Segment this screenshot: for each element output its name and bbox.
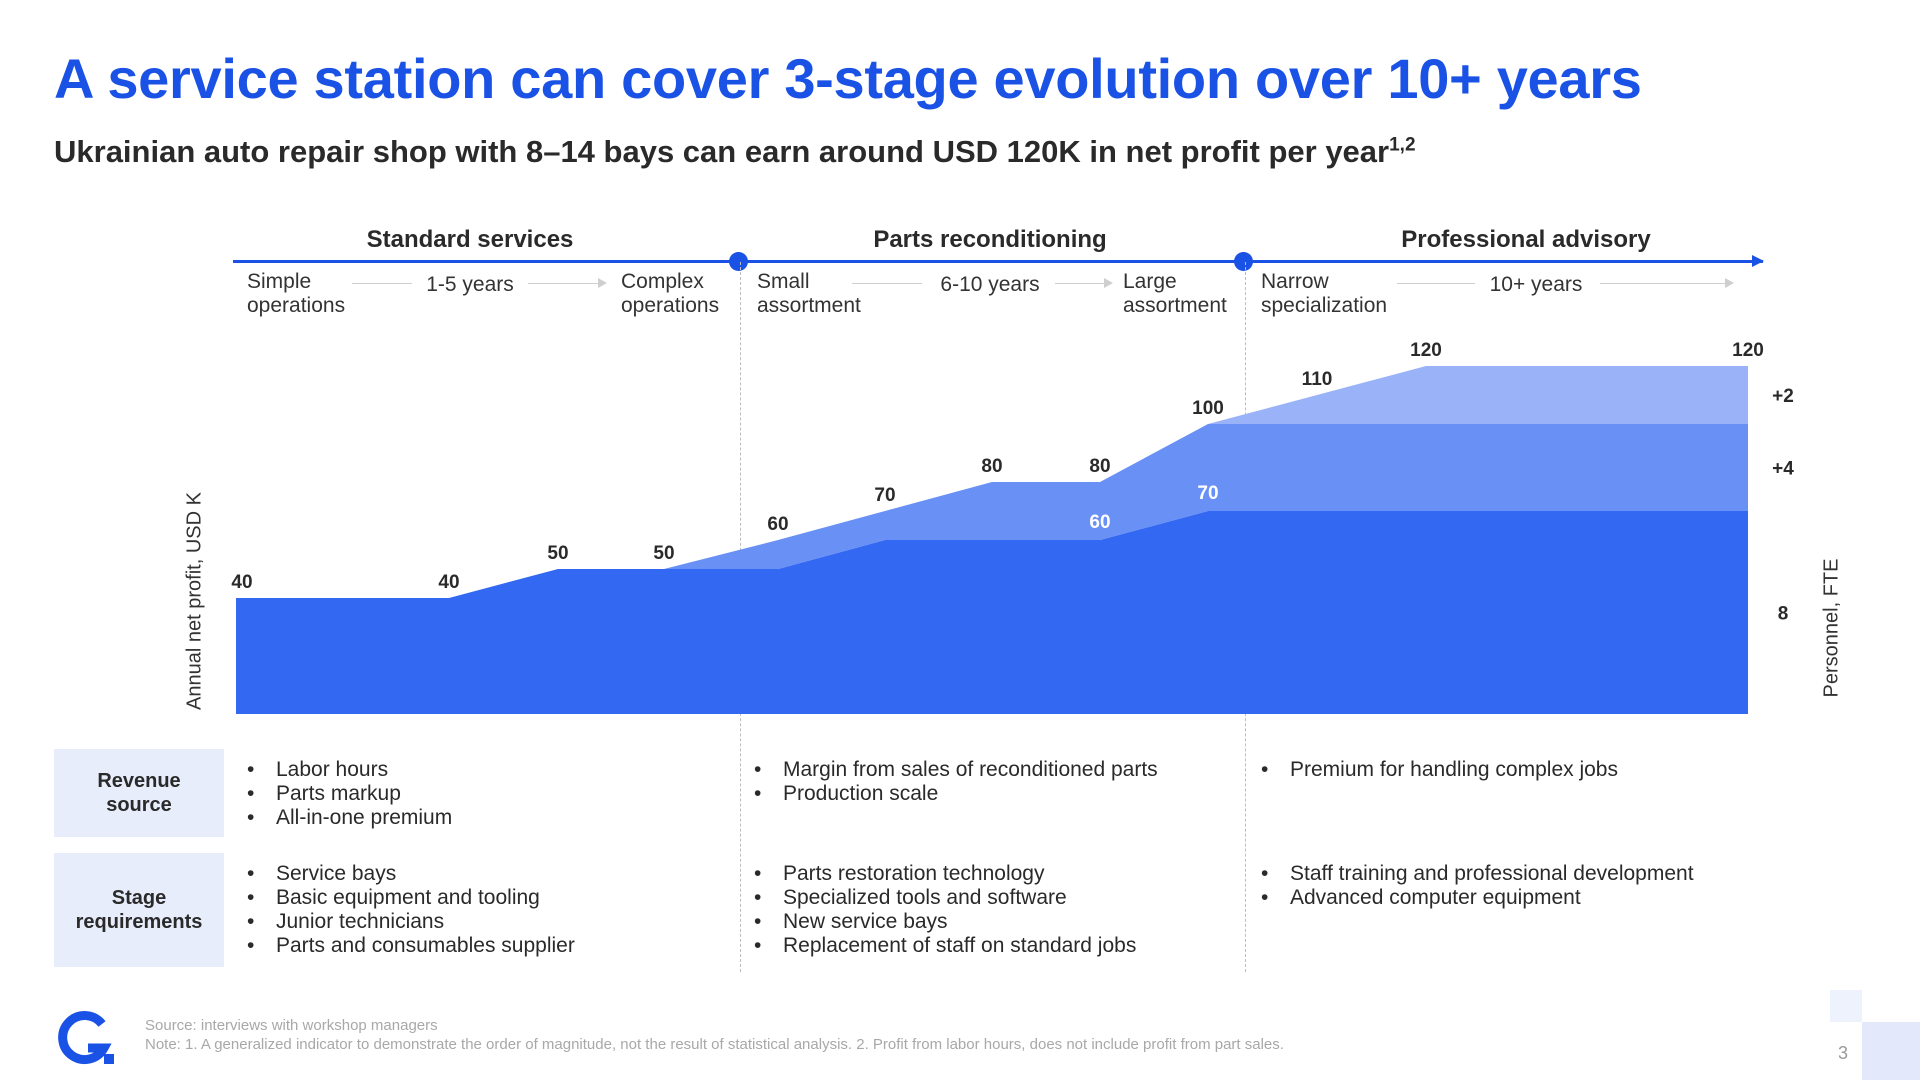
subtitle-footnote-ref: 1,2 <box>1389 134 1416 156</box>
list-item: Labor hours <box>247 758 452 782</box>
footer-notes: Source: interviews with workshop manager… <box>145 1016 1284 1054</box>
source-text: Source: interviews with workshop manager… <box>145 1017 438 1034</box>
stage2-arrow-icon <box>1104 278 1113 288</box>
list-item: Advanced computer equipment <box>1261 886 1694 910</box>
list-item: New service bays <box>754 910 1136 934</box>
data-label: 40 <box>438 572 459 593</box>
data-label: 120 <box>1410 340 1442 361</box>
revenue-list-stage2: Margin from sales of reconditioned parts… <box>754 758 1158 806</box>
stage2-to-label: Large assortment <box>1123 270 1227 317</box>
stage2-connector-left <box>852 283 922 284</box>
note-text: Note: 1. A generalized indicator to demo… <box>145 1036 1284 1053</box>
page-title: A service station can cover 3-stage evol… <box>54 47 1642 110</box>
personnel-label: +2 <box>1772 386 1794 407</box>
brand-logo-icon <box>58 1011 114 1065</box>
corner-decoration-large <box>1862 1022 1920 1080</box>
list-item: Parts markup <box>247 782 452 806</box>
data-label: 50 <box>547 543 568 564</box>
stage-title-advisory: Professional advisory <box>1401 226 1651 253</box>
list-item: Specialized tools and software <box>754 886 1136 910</box>
list-item: Production scale <box>754 782 1158 806</box>
stage3-years-label: 10+ years <box>1489 273 1583 296</box>
data-label: 60 <box>1089 512 1110 533</box>
timeline-arrowhead <box>1752 255 1764 267</box>
stage1-connector-left <box>352 283 412 284</box>
page-subtitle: Ukrainian auto repair shop with 8–14 bay… <box>54 134 1416 170</box>
timeline-line <box>233 260 1763 263</box>
list-item: Parts restoration technology <box>754 862 1136 886</box>
stage1-to-label: Complex operations <box>621 270 720 317</box>
list-item: Premium for handling complex jobs <box>1261 758 1618 782</box>
stage2-years-label: 6-10 years <box>940 273 1040 296</box>
subtitle-text: Ukrainian auto repair shop with 8–14 bay… <box>54 134 1390 169</box>
list-item: Basic equipment and tooling <box>247 886 575 910</box>
data-label: 70 <box>1197 483 1218 504</box>
stage3-from-label: Narrow specialization <box>1261 270 1388 317</box>
stage-title-standard: Standard services <box>366 226 574 253</box>
stage1-connector-right <box>528 283 598 284</box>
stage3-connector-right <box>1600 283 1725 284</box>
data-label: 120 <box>1732 340 1764 361</box>
data-label: 80 <box>1089 456 1110 477</box>
list-item: All-in-one premium <box>247 806 452 830</box>
stage1-arrow-icon <box>598 278 607 288</box>
stage2-connector-right <box>1055 283 1105 284</box>
data-label: 110 <box>1302 369 1333 390</box>
revenue-list-stage3: Premium for handling complex jobs <box>1261 758 1618 782</box>
stage1-years-label: 1-5 years <box>426 273 514 296</box>
requirements-list-stage2: Parts restoration technology Specialized… <box>754 862 1136 958</box>
stage-requirements-label: Stage requirements <box>54 853 224 967</box>
area-series-2 <box>236 424 1748 598</box>
list-item: Margin from sales of reconditioned parts <box>754 758 1158 782</box>
area-series-3 <box>236 366 1748 598</box>
timeline-stage-marker-1 <box>729 252 748 271</box>
page-number: 3 <box>1838 1043 1849 1063</box>
data-label: 100 <box>1192 398 1224 419</box>
list-item: Service bays <box>247 862 575 886</box>
revenue-source-label: Revenue source <box>54 749 224 837</box>
stage1-from-label: Simple operations <box>247 270 346 317</box>
list-item: Junior technicians <box>247 910 575 934</box>
stage3-connector-left <box>1397 283 1475 284</box>
revenue-list-stage1: Labor hours Parts markup All-in-one prem… <box>247 758 452 830</box>
list-item: Replacement of staff on standard jobs <box>754 934 1136 958</box>
personnel-label: +4 <box>1772 459 1794 480</box>
list-item: Parts and consumables supplier <box>247 934 575 958</box>
area-series-1 <box>236 511 1748 714</box>
stage2-from-label: Small assortment <box>757 270 861 317</box>
stage-title-parts: Parts reconditioning <box>873 226 1107 253</box>
data-label: 60 <box>767 514 788 535</box>
timeline-stage-marker-2 <box>1234 252 1253 271</box>
stage3-arrow-icon <box>1725 278 1734 288</box>
list-item: Staff training and professional developm… <box>1261 862 1694 886</box>
data-label: 80 <box>981 456 1002 477</box>
data-label: 70 <box>874 485 895 506</box>
data-label: 40 <box>231 572 252 593</box>
personnel-label: 8 <box>1778 604 1789 625</box>
data-label: 50 <box>653 543 674 564</box>
requirements-list-stage3: Staff training and professional developm… <box>1261 862 1694 910</box>
requirements-list-stage1: Service bays Basic equipment and tooling… <box>247 862 575 958</box>
corner-decoration-small <box>1830 990 1862 1022</box>
